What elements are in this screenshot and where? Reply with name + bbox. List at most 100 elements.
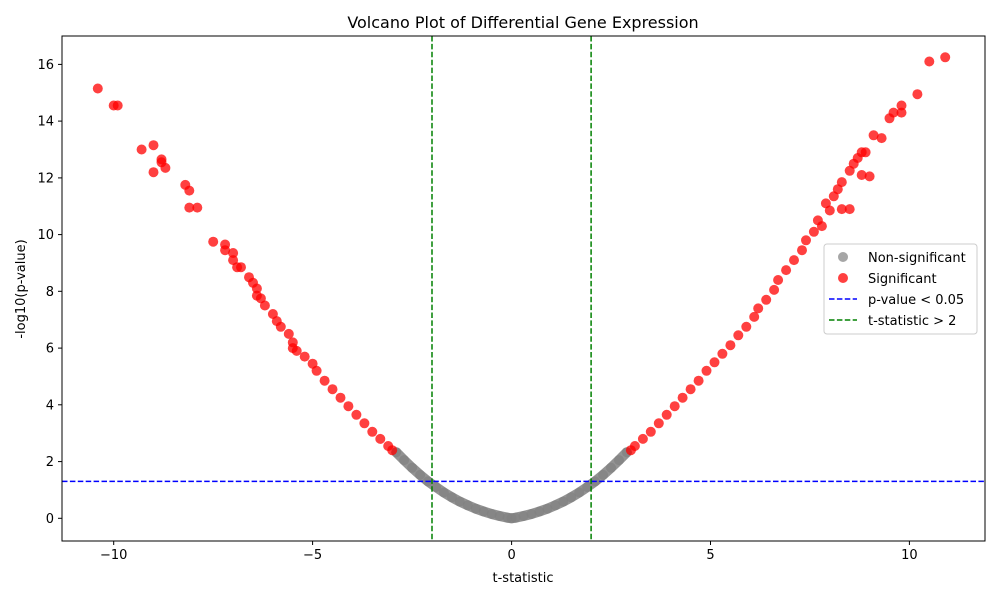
significant-point: [375, 433, 386, 444]
significant-point: [148, 140, 159, 151]
non-significant-point: [494, 511, 505, 521]
significant-point: [259, 300, 270, 311]
significant-point: [725, 340, 736, 351]
y-tick-label: 10: [37, 228, 54, 243]
significant-point: [896, 100, 907, 111]
significant-point: [311, 365, 322, 376]
plot-frame: [61, 35, 986, 542]
non-significant-point: [582, 482, 593, 493]
significant-point: [299, 351, 310, 362]
significant-point: [236, 262, 246, 273]
significant-point: [327, 384, 338, 395]
significant-point: [733, 330, 744, 341]
x-axis: −10 −5 0 5 10: [100, 541, 918, 563]
significant-point: [208, 236, 219, 247]
significant-point: [808, 226, 819, 237]
legend-label-tstat: t-statistic > 2: [868, 314, 956, 329]
chart-title: Volcano Plot of Differential Gene Expres…: [347, 13, 698, 32]
non-significant-point: [446, 492, 457, 503]
non-significant-point: [518, 511, 529, 521]
significant-point: [148, 167, 159, 178]
significant-point: [220, 245, 231, 256]
y-tick-label: 4: [46, 398, 54, 413]
significant-point: [291, 345, 302, 356]
y-tick-label: 8: [46, 285, 54, 300]
non-significant-point: [598, 469, 609, 480]
non-significant-point: [534, 506, 545, 517]
non-significant-point: [510, 512, 521, 523]
significant-point: [351, 409, 362, 420]
significant-point: [836, 204, 847, 215]
non-significant-point: [542, 503, 553, 514]
significant-point: [781, 265, 792, 276]
legend-label-non-significant: Non-significant: [868, 251, 966, 266]
significant-point: [717, 348, 728, 359]
significant-point: [359, 418, 370, 429]
legend-label-pvalue: p-value < 0.05: [868, 293, 964, 308]
significant-point: [876, 133, 887, 144]
y-tick-label: 0: [46, 512, 54, 527]
significant-point: [92, 83, 103, 94]
significant-point: [824, 205, 835, 216]
x-tick-label: −5: [303, 548, 322, 563]
significant-point: [184, 202, 195, 213]
y-axis-label: -log10(p-value): [14, 239, 29, 338]
significant-point: [661, 409, 672, 420]
significant-point: [275, 321, 286, 332]
non-significant-point: [526, 509, 537, 519]
non-significant-point: [550, 500, 561, 511]
significant-point: [319, 375, 330, 386]
significant-point: [645, 426, 656, 437]
non-significant-point: [614, 455, 624, 466]
significant-point: [629, 441, 640, 451]
x-tick-label: 0: [507, 548, 515, 563]
non-significant-point: [431, 482, 441, 493]
legend-label-significant: Significant: [868, 272, 937, 287]
non-significant-point: [470, 503, 481, 514]
significant-point: [669, 401, 680, 412]
non-significant-point: [478, 506, 489, 517]
y-tick-label: 16: [37, 58, 54, 73]
non-significant-point: [454, 496, 465, 507]
significant-point: [797, 245, 807, 256]
x-tick-label: −10: [100, 548, 127, 563]
significant-point: [753, 303, 764, 314]
x-axis-label: t-statistic: [493, 571, 554, 586]
non-significant-point: [407, 462, 418, 473]
non-significant-point: [606, 462, 616, 473]
significant-point: [228, 248, 239, 258]
significant-point: [701, 365, 712, 376]
significant-point: [749, 311, 760, 322]
non-significant-point: [574, 487, 585, 498]
y-tick-label: 6: [46, 342, 54, 357]
significant-point: [761, 294, 772, 305]
significant-point: [192, 202, 203, 213]
significant-point: [888, 107, 899, 118]
significant-point: [709, 357, 720, 368]
significant-point: [112, 100, 123, 111]
significant-point: [868, 130, 879, 141]
non-significant-point: [462, 500, 473, 511]
y-tick-label: 12: [37, 171, 54, 186]
significant-point: [844, 204, 855, 215]
significant-point: [685, 384, 696, 395]
significant-point: [136, 144, 147, 155]
legend: Non-significant Significant p-value < 0.…: [823, 243, 978, 335]
significant-point: [912, 89, 923, 100]
non-significant-point: [415, 469, 426, 480]
y-axis: 0 2 4 6 8 10 12 14 16: [37, 58, 62, 527]
y-tick-label: 14: [37, 115, 54, 130]
x-tick-label: 5: [706, 548, 714, 563]
significant-point: [741, 321, 752, 332]
y-tick-label: 2: [46, 455, 54, 470]
significant-point: [773, 275, 784, 285]
significant-point: [940, 52, 951, 63]
significant-point: [184, 185, 195, 196]
significant-point: [343, 401, 354, 412]
non-significant-point: [399, 455, 410, 466]
non-significant-point: [438, 487, 449, 498]
x-tick-label: 10: [901, 548, 918, 563]
significant-point: [251, 283, 262, 294]
significant-point: [801, 235, 811, 246]
